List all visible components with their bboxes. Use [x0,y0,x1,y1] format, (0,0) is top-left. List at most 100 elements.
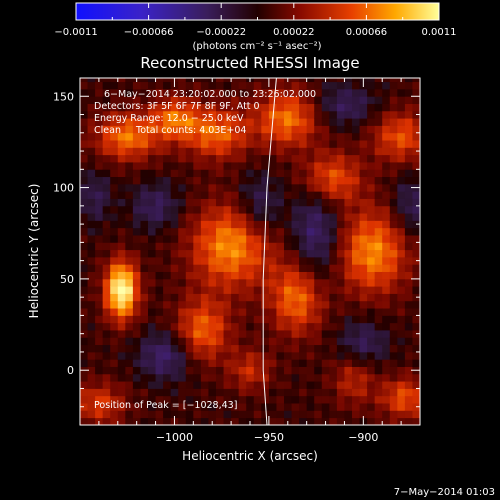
heatmap-cell [185,381,194,389]
heatmap-cell [352,381,360,389]
heatmap-cell [284,249,292,258]
heatmap-cell [223,103,232,112]
heatmap-cell [412,410,420,419]
heatmap-cell [200,278,209,287]
heatmap-cell [374,337,383,346]
heatmap-cell [80,417,88,425]
heatmap-cell [389,395,398,404]
heatmap-cell [291,205,300,214]
heatmap-cell [306,191,315,199]
heatmap-cell [117,213,126,221]
heatmap-cell [314,322,323,331]
heatmap-cell [216,176,224,185]
heatmap-cell [299,308,308,316]
heatmap-cell [110,132,119,141]
heatmap-cell [261,162,270,170]
heatmap-cell [148,366,156,375]
heatmap-cell [170,140,179,148]
heatmap-cell [80,271,88,280]
heatmap-cell [200,315,209,324]
heatmap-cell [223,169,232,178]
heatmap-cell [148,256,156,265]
heatmap-cell [276,169,285,178]
heatmap-cell [246,81,255,90]
heatmap-cell [389,235,398,243]
heatmap-cell [231,169,240,178]
heatmap-cell [80,125,88,134]
heatmap-cell [102,220,111,229]
heatmap-cell [268,242,277,251]
heatmap-cell [102,388,111,397]
heatmap-cell [231,403,240,411]
heatmap-cell [231,300,240,309]
heatmap-cell [314,410,323,419]
heatmap-cell [216,286,224,294]
heatmap-cell [389,81,398,90]
heatmap-cell [404,373,413,382]
heatmap-cell [359,315,368,324]
heatmap-cell [140,147,149,156]
heatmap-cell [291,322,300,331]
heatmap-cell [253,373,262,382]
heatmap-cell [306,183,315,192]
heatmap-cell [253,110,262,119]
heatmap-cell [223,286,232,294]
heatmap-cell [261,132,270,141]
heatmap-cell [216,351,224,360]
heatmap-cell [336,220,345,229]
heatmap-cell [185,227,194,236]
heatmap-cell [329,81,338,90]
heatmap-cell [231,88,240,97]
heatmap-cell [359,330,368,338]
heatmap-cell [314,78,323,83]
heatmap-cell [216,330,224,338]
heatmap-cell [382,205,391,214]
heatmap-cell [329,308,338,316]
heatmap-cell [382,132,391,141]
heatmap-cell [321,351,330,360]
heatmap-cell [140,344,149,353]
heatmap-cell [329,395,338,404]
heatmap-cell [291,169,300,178]
heatmap-cell [208,176,217,185]
y-tick-label: 50 [60,273,74,286]
heatmap-cell [216,264,224,272]
heatmap-cell [117,118,126,126]
heatmap-cell [291,140,300,148]
heatmap-cell [193,242,202,251]
heatmap-cell [178,235,187,243]
heatmap-cell [404,227,413,236]
chart-title: Reconstructed RHESSI Image [140,54,359,72]
heatmap-cell [148,183,156,192]
heatmap-cell [125,264,134,272]
heatmap-cell [299,351,308,360]
heatmap-cell [299,264,308,272]
heatmap-cell [125,242,134,251]
heatmap-cell [321,366,330,375]
heatmap-cell [125,293,134,302]
heatmap-cell [193,169,202,178]
heatmap-cell [268,395,277,404]
heatmap-cell [238,330,247,338]
heatmap-cell [132,132,141,141]
heatmap-cell [80,410,88,419]
heatmap-cell [367,132,376,141]
heatmap-cell [87,242,96,251]
heatmap-cell [389,205,398,214]
heatmap-cell [170,308,179,316]
heatmap-cell [404,205,413,214]
heatmap-cell [261,271,270,280]
heatmap-cell [336,242,345,251]
heatmap-cell [389,286,398,294]
heatmap-cell [306,227,315,236]
heatmap-cell [140,286,149,294]
heatmap-cell [148,213,156,221]
heatmap-cell [193,373,202,382]
heatmap-cell [336,315,345,324]
heatmap-cell [329,227,338,236]
heatmap-cell [102,300,111,309]
heatmap-cell [336,249,345,258]
heatmap-cell [231,118,240,126]
heatmap-cell [412,81,420,90]
heatmap-cell [87,300,96,309]
